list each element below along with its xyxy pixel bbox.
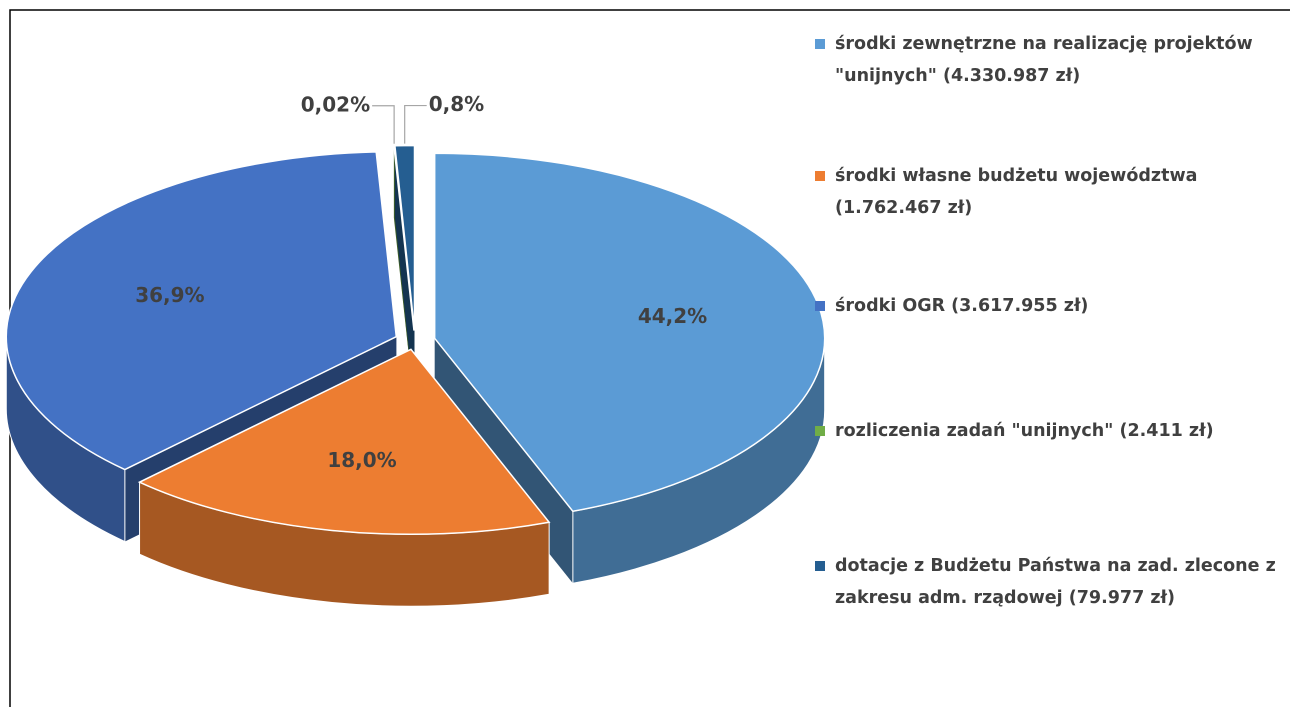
slice [137, 348, 551, 536]
slice [394, 144, 416, 331]
legend-swatch [815, 39, 825, 49]
data-label: 44,2% [638, 304, 707, 328]
slice-wall [394, 145, 415, 403]
legend-label: rozliczenia zadań "unijnych" (2.411 zł) [835, 421, 1214, 441]
legend-label: środki OGR (3.617.955 zł) [835, 296, 1089, 316]
data-label: 18,0% [327, 448, 396, 472]
slice [5, 151, 398, 471]
legend-label: środki własne budżetu województwa (1.762… [835, 166, 1198, 218]
frame [9, 9, 1290, 707]
legend-label: dotacje z Budżetu Państwa na zad. zlecon… [835, 556, 1276, 608]
data-label: 0,02% [301, 92, 370, 116]
leader-line [404, 104, 427, 144]
leader-line [372, 105, 395, 144]
legend-swatch [815, 301, 825, 311]
legend-swatch [815, 561, 825, 571]
legend-label: środki zewnętrzne na realizację projektó… [835, 34, 1253, 86]
legend-swatch [815, 171, 825, 181]
legend-swatch [815, 426, 825, 436]
data-label: 0,8% [429, 92, 484, 116]
data-label: 36,9% [135, 283, 204, 307]
